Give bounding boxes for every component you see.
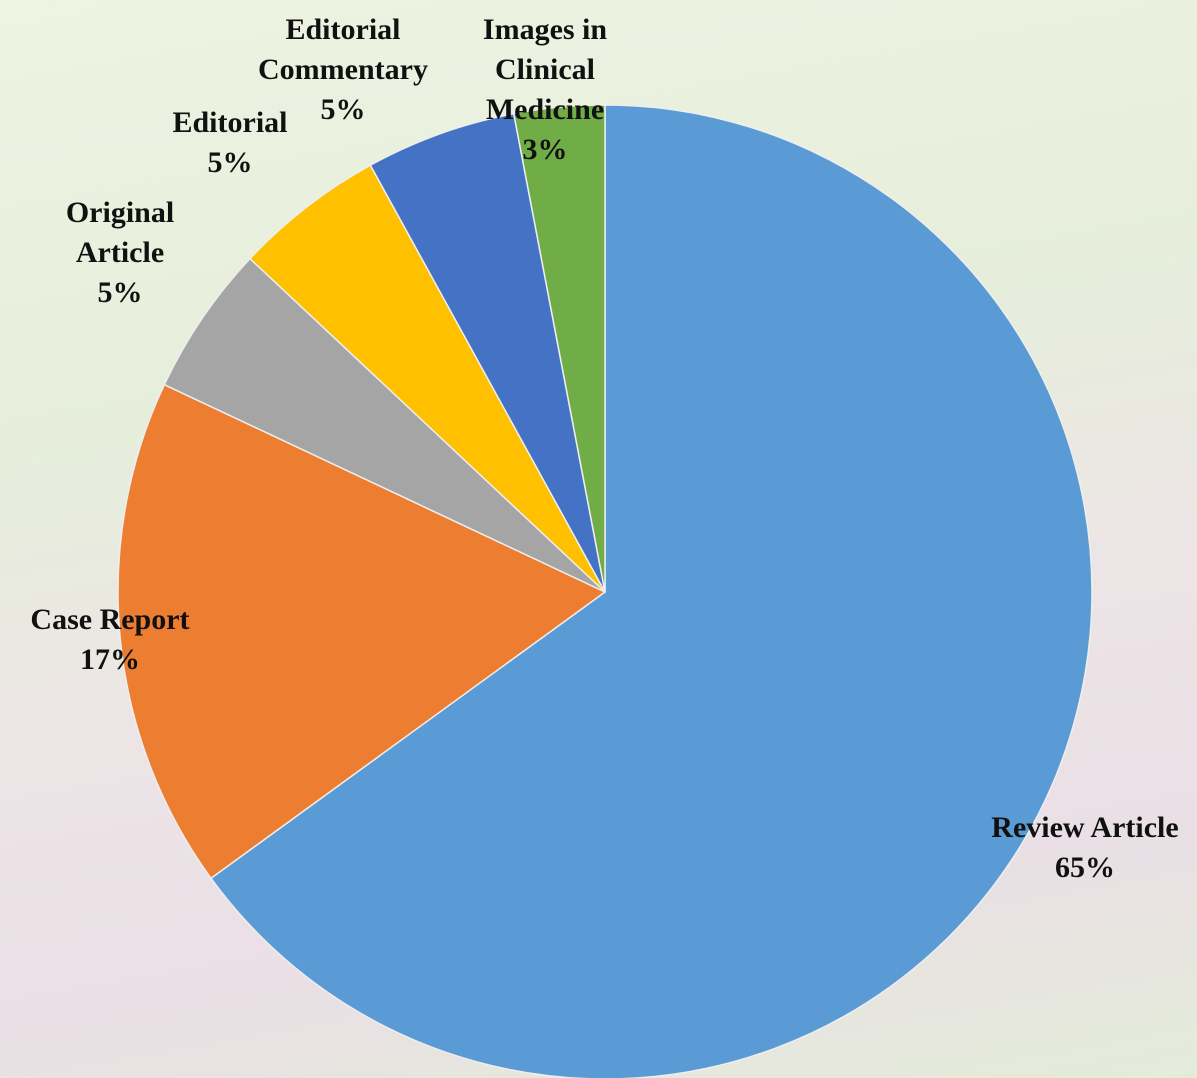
percent-label: 3% bbox=[465, 130, 625, 170]
category-label: Review Article bbox=[965, 808, 1197, 848]
percent-label: 65% bbox=[965, 848, 1197, 888]
percent-label: 5% bbox=[243, 90, 443, 130]
category-label: Original Article bbox=[45, 193, 195, 273]
percent-label: 17% bbox=[5, 640, 215, 680]
percent-label: 5% bbox=[155, 143, 305, 183]
category-label: Editorial Commentary bbox=[243, 10, 443, 90]
page: (() => { const data = JSON.parse(documen… bbox=[0, 0, 1197, 1078]
percent-label: 5% bbox=[45, 273, 195, 313]
category-label: Images in Clinical Medicine bbox=[465, 10, 625, 130]
category-label: Case Report bbox=[5, 600, 215, 640]
